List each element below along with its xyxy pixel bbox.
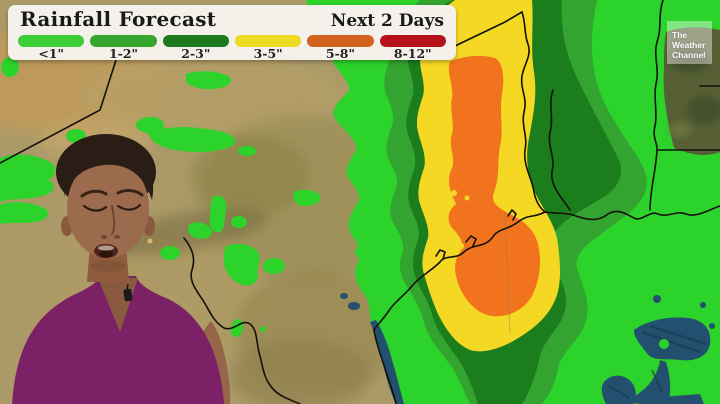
mississippi-river [649,0,664,211]
legend-label: 2-3" [181,46,211,61]
watermark-line: Channel [672,50,706,61]
rainfall-5-8-layer [448,55,540,317]
red-river-border-line [454,11,523,47]
forecast-period-label: Next 2 Days [330,11,444,31]
legend-label: 5-8" [325,46,356,61]
presenter [12,134,230,404]
legend-label: 3-5" [253,46,283,61]
presenter-face-features [80,189,144,272]
legend-item: 1-2" [90,35,157,61]
presenter-earring [147,238,153,244]
legend-panel: Rainfall Forecast Next 2 Days <1" 1-2" 2… [8,5,456,60]
texas-louisiana-border-line [520,11,546,213]
legend-label: <1" [38,46,64,61]
legend-swatch-3-5 [234,35,302,47]
legend-item: 5-8" [307,35,374,61]
weather-channel-watermark: The Weather Channel [667,21,712,64]
legend-swatch-lt1 [18,35,85,47]
legend-label: 8-12" [393,46,432,61]
new-mexico-border-line [0,59,117,164]
watermark-line: The [672,30,688,40]
water-texture [607,325,707,399]
legend-swatch-8-12 [379,35,446,47]
legend-item: 8-12" [379,35,446,61]
presenter-hairline [64,147,154,200]
louisiana-coastline [544,205,720,221]
legend-swatch-2-3 [162,35,229,47]
legend-label: 1-2" [108,46,139,61]
rio-grande-river [183,237,301,404]
red-river-louisiana [548,89,571,211]
legend-swatch-1-2 [90,35,157,47]
legend-scale: <1" 1-2" 2-3" 3-5" 5-8" 8-12" [8,31,456,61]
legend-item: 2-3" [162,35,229,61]
watermark-line: Weather [672,40,706,51]
texas-coastline [373,211,546,404]
presenter-top [12,276,224,404]
legend-item: <1" [18,35,85,61]
legend-swatch-5-8 [307,35,374,47]
bay-squiggles [435,209,517,260]
presenter-face [67,158,149,258]
east-terrain-patch [663,27,720,155]
microphone-icon [123,283,133,302]
scattered-rain-patches [0,57,377,337]
legend-item: 3-5" [234,35,302,61]
page-title: Rainfall Forecast [20,7,217,31]
meridian-line [504,213,511,335]
rainfall-3-5-holes [443,190,470,261]
gulf-water-patches [340,293,715,404]
louisiana-mississippi-border-line [656,85,720,151]
legend-header: Rainfall Forecast Next 2 Days [8,5,456,31]
